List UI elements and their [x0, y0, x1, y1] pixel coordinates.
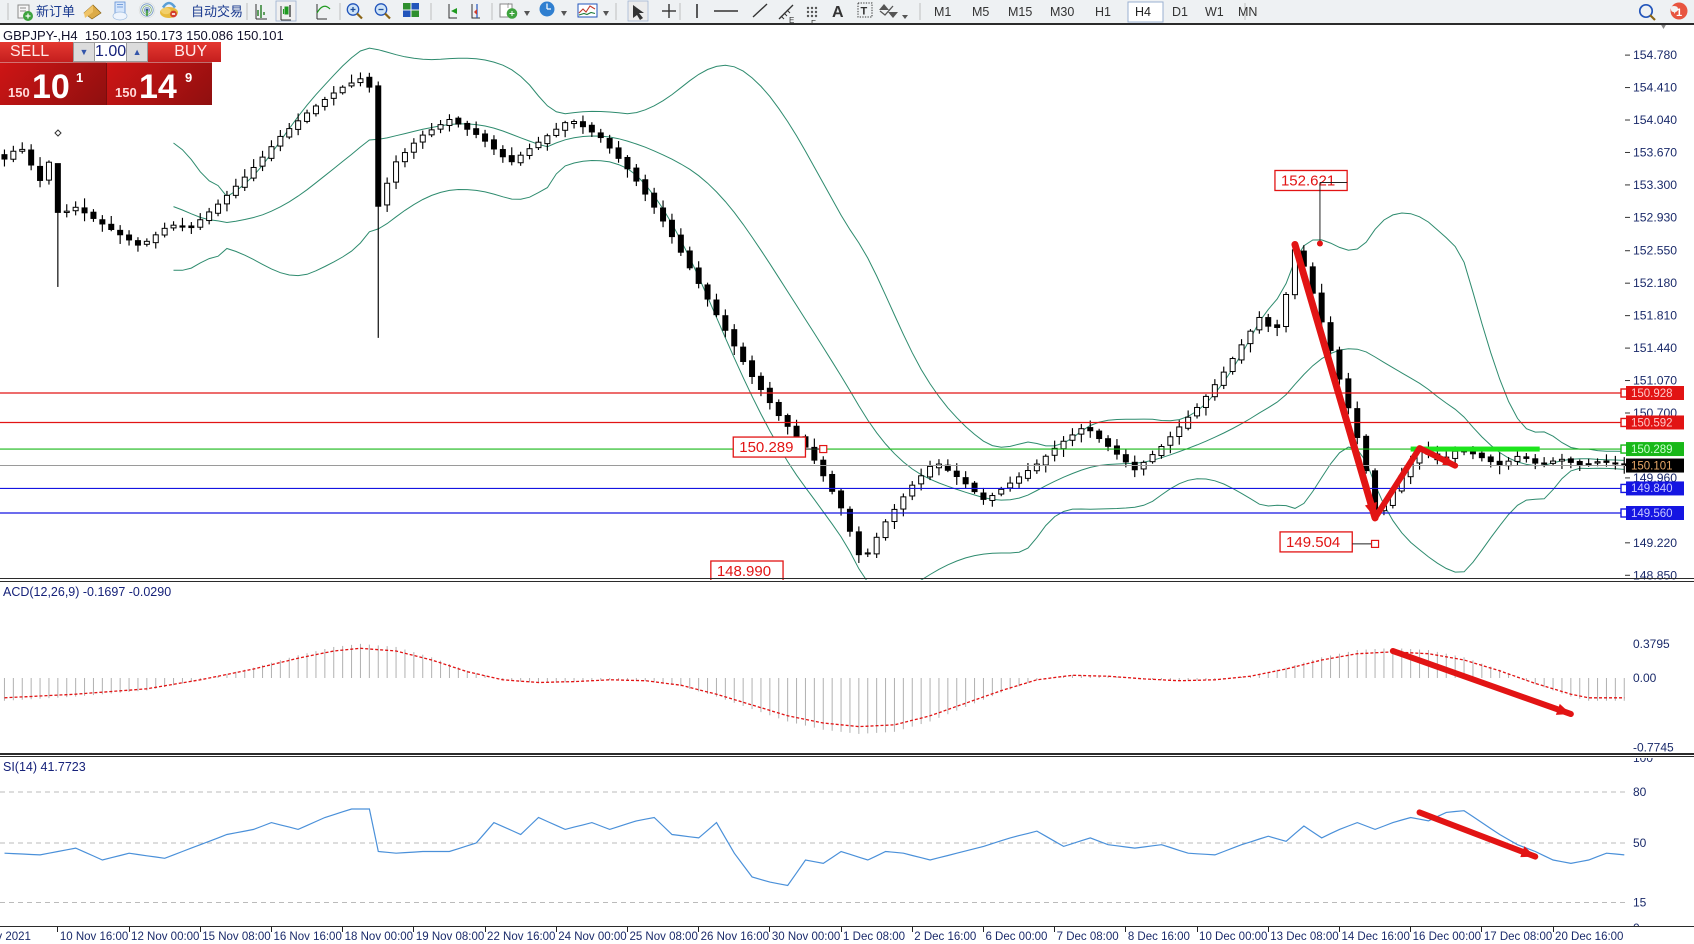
svg-text:80: 80 [1633, 785, 1647, 799]
svg-text:153.300: 153.300 [1633, 178, 1677, 192]
svg-text:151.070: 151.070 [1633, 374, 1677, 388]
svg-text:0.3795: 0.3795 [1633, 637, 1670, 651]
svg-text:M15: M15 [1008, 5, 1032, 19]
svg-text:151.440: 151.440 [1633, 341, 1677, 355]
svg-text:15: 15 [1633, 896, 1647, 910]
svg-text:150.592: 150.592 [1631, 417, 1673, 429]
svg-text:152.930: 152.930 [1633, 210, 1677, 224]
svg-text:150.289: 150.289 [1631, 444, 1673, 456]
svg-text:1: 1 [1676, 7, 1682, 19]
svg-text:W1: W1 [1205, 5, 1224, 19]
svg-text:H4: H4 [1135, 5, 1151, 19]
svg-text:152.180: 152.180 [1633, 276, 1677, 290]
svg-text:E: E [789, 16, 794, 23]
svg-text:149.504: 149.504 [1286, 534, 1340, 551]
svg-text:M1: M1 [934, 5, 951, 19]
svg-text:0.00: 0.00 [1633, 671, 1657, 685]
svg-text:154.040: 154.040 [1633, 113, 1677, 127]
svg-text:M5: M5 [972, 5, 989, 19]
svg-text:152.621: 152.621 [1281, 172, 1335, 189]
svg-text:154.410: 154.410 [1633, 81, 1677, 95]
svg-text:149.560: 149.560 [1631, 508, 1673, 520]
svg-text:149.220: 149.220 [1633, 536, 1677, 550]
svg-text:152.550: 152.550 [1633, 244, 1677, 258]
svg-text:F: F [811, 19, 816, 23]
svg-text:100: 100 [1633, 758, 1653, 765]
svg-text:149.840: 149.840 [1631, 483, 1673, 495]
svg-text:H1: H1 [1095, 5, 1111, 19]
svg-text:D1: D1 [1172, 5, 1188, 19]
svg-text:新订单: 新订单 [36, 4, 75, 19]
svg-text:150.289: 150.289 [739, 439, 793, 456]
svg-text:50: 50 [1633, 836, 1647, 850]
svg-text:A: A [832, 4, 844, 21]
svg-text:T: T [861, 6, 868, 18]
svg-text:151.810: 151.810 [1633, 309, 1677, 323]
svg-text:150.928: 150.928 [1631, 388, 1673, 400]
svg-text:154.780: 154.780 [1633, 48, 1677, 62]
svg-text:153.670: 153.670 [1633, 145, 1677, 159]
svg-text:MN: MN [1238, 5, 1257, 19]
svg-text:自动交易: 自动交易 [191, 4, 243, 19]
svg-text:M30: M30 [1050, 5, 1074, 19]
svg-text:150.101: 150.101 [1631, 460, 1673, 472]
